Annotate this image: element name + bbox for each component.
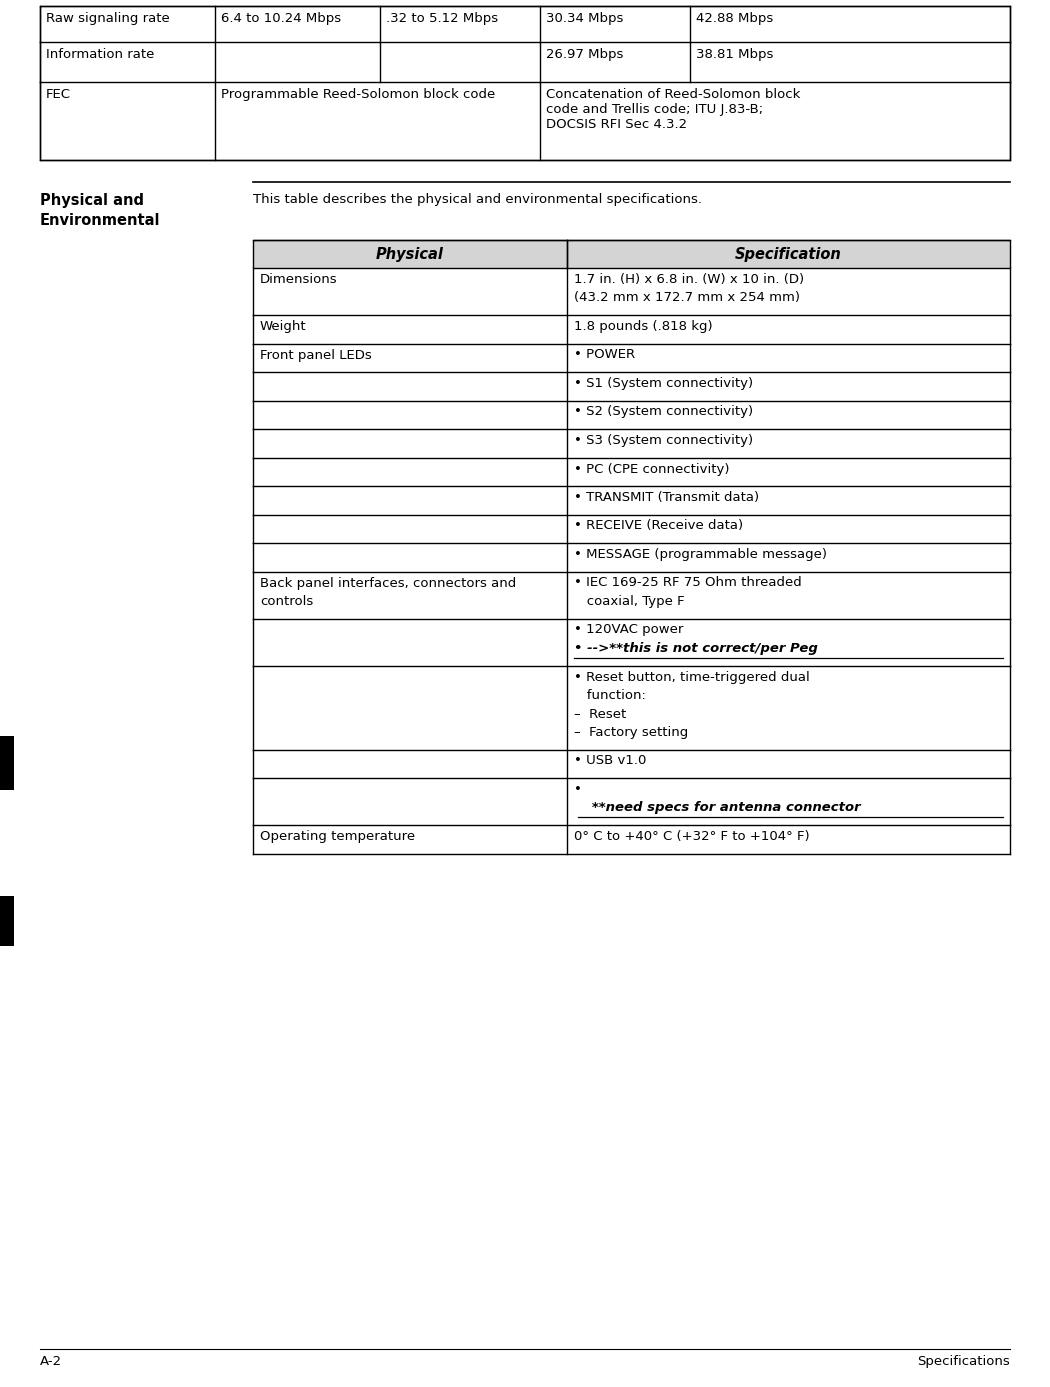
Text: controls: controls bbox=[260, 595, 313, 608]
Text: 38.81 Mbps: 38.81 Mbps bbox=[696, 49, 774, 61]
Text: Specifications: Specifications bbox=[918, 1355, 1010, 1368]
Text: A-2: A-2 bbox=[40, 1355, 62, 1368]
Text: Back panel interfaces, connectors and: Back panel interfaces, connectors and bbox=[260, 577, 517, 589]
Text: Specification: Specification bbox=[735, 247, 842, 262]
Text: • -->**this is not correct/per Peg: • -->**this is not correct/per Peg bbox=[574, 642, 818, 655]
Text: Weight: Weight bbox=[260, 320, 307, 333]
Text: • S2 (System connectivity): • S2 (System connectivity) bbox=[574, 405, 753, 419]
Text: Dimensions: Dimensions bbox=[260, 273, 338, 286]
Text: 6.4 to 10.24 Mbps: 6.4 to 10.24 Mbps bbox=[220, 12, 341, 25]
Text: • RECEIVE (Receive data): • RECEIVE (Receive data) bbox=[574, 520, 743, 533]
Text: Raw signaling rate: Raw signaling rate bbox=[46, 12, 170, 25]
Text: FEC: FEC bbox=[46, 87, 71, 101]
Text: This table describes the physical and environmental specifications.: This table describes the physical and en… bbox=[253, 193, 702, 207]
Text: • S3 (System connectivity): • S3 (System connectivity) bbox=[574, 434, 753, 447]
Text: (43.2 mm x 172.7 mm x 254 mm): (43.2 mm x 172.7 mm x 254 mm) bbox=[574, 291, 800, 305]
Text: 1.8 pounds (.818 kg): 1.8 pounds (.818 kg) bbox=[574, 320, 713, 333]
Text: • POWER: • POWER bbox=[574, 348, 635, 362]
Text: • IEC 169-25 RF 75 Ohm threaded: • IEC 169-25 RF 75 Ohm threaded bbox=[574, 577, 802, 589]
Text: • 120VAC power: • 120VAC power bbox=[574, 624, 684, 637]
Text: Programmable Reed-Solomon block code: Programmable Reed-Solomon block code bbox=[220, 87, 496, 101]
Text: 0° C to +40° C (+32° F to +104° F): 0° C to +40° C (+32° F to +104° F) bbox=[574, 829, 810, 843]
Text: • S1 (System connectivity): • S1 (System connectivity) bbox=[574, 377, 753, 390]
Text: 26.97 Mbps: 26.97 Mbps bbox=[546, 49, 624, 61]
Text: •: • bbox=[574, 784, 582, 796]
Text: 42.88 Mbps: 42.88 Mbps bbox=[696, 12, 773, 25]
Text: function:: function: bbox=[574, 689, 646, 702]
Text: **need specs for antenna connector: **need specs for antenna connector bbox=[578, 802, 861, 814]
Text: –  Factory setting: – Factory setting bbox=[574, 725, 688, 739]
Text: Front panel LEDs: Front panel LEDs bbox=[260, 348, 372, 362]
Text: Physical and: Physical and bbox=[40, 193, 144, 208]
Bar bbox=[40, 6, 1010, 160]
Text: • USB v1.0: • USB v1.0 bbox=[574, 755, 647, 767]
Text: 30.34 Mbps: 30.34 Mbps bbox=[546, 12, 624, 25]
Bar bbox=[0, 736, 14, 791]
Text: • TRANSMIT (Transmit data): • TRANSMIT (Transmit data) bbox=[574, 491, 759, 503]
Text: Physical: Physical bbox=[376, 247, 444, 262]
Text: coaxial, Type F: coaxial, Type F bbox=[574, 595, 685, 608]
Text: • PC (CPE connectivity): • PC (CPE connectivity) bbox=[574, 462, 730, 476]
Text: Concatenation of Reed-Solomon block
code and Trellis code; ITU J.83-B;
DOCSIS RF: Concatenation of Reed-Solomon block code… bbox=[546, 87, 800, 130]
Text: –  Reset: – Reset bbox=[574, 707, 626, 720]
Bar bbox=[253, 240, 1010, 268]
Text: .32 to 5.12 Mbps: .32 to 5.12 Mbps bbox=[386, 12, 498, 25]
Text: Information rate: Information rate bbox=[46, 49, 154, 61]
Text: Environmental: Environmental bbox=[40, 214, 161, 227]
Bar bbox=[0, 896, 14, 946]
Text: 1.7 in. (H) x 6.8 in. (W) x 10 in. (D): 1.7 in. (H) x 6.8 in. (W) x 10 in. (D) bbox=[574, 273, 804, 286]
Text: • Reset button, time-triggered dual: • Reset button, time-triggered dual bbox=[574, 670, 810, 684]
Text: • MESSAGE (programmable message): • MESSAGE (programmable message) bbox=[574, 548, 827, 560]
Text: Operating temperature: Operating temperature bbox=[260, 829, 415, 843]
